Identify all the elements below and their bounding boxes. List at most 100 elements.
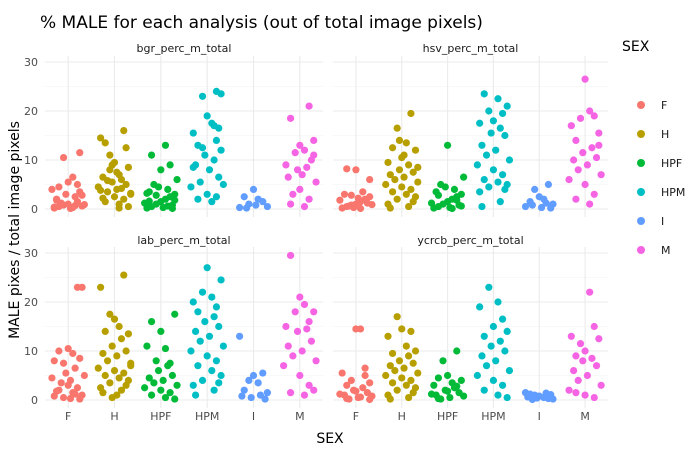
series-I xyxy=(521,389,557,404)
data-point xyxy=(579,149,587,157)
data-point xyxy=(542,199,550,207)
data-point xyxy=(485,183,493,191)
data-point xyxy=(567,122,575,130)
data-point xyxy=(356,393,365,401)
data-point xyxy=(521,202,530,211)
data-point xyxy=(590,393,598,402)
data-point xyxy=(489,322,498,331)
data-point xyxy=(147,318,156,326)
data-point xyxy=(203,112,211,120)
data-point xyxy=(293,166,302,174)
data-point xyxy=(480,90,488,98)
data-point xyxy=(414,163,422,171)
series-H xyxy=(382,313,422,403)
data-point xyxy=(407,109,415,118)
data-point xyxy=(120,369,128,377)
data-point xyxy=(338,369,346,377)
data-point xyxy=(505,156,514,164)
data-point xyxy=(164,185,172,193)
data-point xyxy=(284,173,292,181)
data-point xyxy=(476,119,484,127)
legend-label: HPF xyxy=(661,157,682,170)
x-tick-label: F xyxy=(353,410,359,423)
data-point xyxy=(494,391,502,399)
data-point xyxy=(354,194,362,202)
data-point xyxy=(305,381,313,389)
data-point xyxy=(402,139,410,147)
data-point xyxy=(291,149,299,157)
data-point xyxy=(356,204,365,213)
data-point xyxy=(343,381,351,389)
data-point xyxy=(398,325,406,333)
series-HPF xyxy=(141,141,181,213)
data-point xyxy=(393,195,401,203)
legend-label: H xyxy=(661,128,669,141)
data-point xyxy=(76,395,84,403)
data-point xyxy=(201,318,209,326)
data-point xyxy=(210,313,218,321)
data-point xyxy=(460,392,468,400)
data-point xyxy=(71,193,79,201)
data-point xyxy=(414,178,422,186)
data-point xyxy=(141,384,149,392)
data-point xyxy=(52,196,61,204)
data-point xyxy=(99,349,107,358)
data-point xyxy=(501,347,509,355)
data-point xyxy=(537,203,546,212)
data-point xyxy=(198,376,207,384)
data-point xyxy=(166,389,174,397)
data-point xyxy=(286,389,295,397)
data-point xyxy=(586,200,594,208)
data-point xyxy=(583,161,591,169)
data-point xyxy=(434,191,443,199)
data-point xyxy=(382,180,390,189)
data-point xyxy=(312,357,320,365)
data-point xyxy=(489,376,498,384)
series-H xyxy=(382,109,422,212)
series-HPF xyxy=(141,310,181,403)
data-point xyxy=(583,371,591,380)
data-point xyxy=(64,344,72,353)
data-point xyxy=(296,141,304,149)
series-F xyxy=(48,283,88,403)
data-point xyxy=(64,178,72,186)
data-point xyxy=(305,318,313,326)
data-point xyxy=(595,335,603,343)
data-point xyxy=(384,332,392,340)
data-point xyxy=(352,387,360,395)
data-point xyxy=(395,136,404,144)
data-point xyxy=(409,198,417,206)
data-point xyxy=(310,136,318,144)
data-point xyxy=(147,391,156,399)
data-point xyxy=(143,342,151,350)
data-point xyxy=(240,386,248,394)
data-point xyxy=(307,337,316,345)
data-point xyxy=(489,166,498,174)
data-point xyxy=(145,374,153,382)
data-point xyxy=(586,107,594,115)
data-point xyxy=(124,202,132,211)
data-point xyxy=(210,122,218,130)
data-point xyxy=(437,180,445,189)
data-point xyxy=(503,102,511,110)
data-point xyxy=(298,347,306,355)
data-point xyxy=(368,200,376,209)
legend-key-I xyxy=(637,217,645,225)
data-point xyxy=(592,153,601,162)
data-point xyxy=(55,347,63,355)
data-point xyxy=(439,357,447,365)
data-point xyxy=(115,322,123,331)
series-F xyxy=(336,165,376,213)
x-tick-label: F xyxy=(65,410,71,423)
data-point xyxy=(52,387,61,395)
data-point xyxy=(171,310,179,318)
data-point xyxy=(498,315,507,323)
data-point xyxy=(59,153,68,162)
facet-panel-bgr_perc_m_total: bgr_perc_m_total 0 10 20 30 xyxy=(24,42,323,217)
x-tick-label: I xyxy=(252,410,255,423)
data-point xyxy=(99,194,107,202)
data-point xyxy=(448,204,456,213)
legend-label: F xyxy=(661,99,667,112)
data-point xyxy=(300,202,309,211)
series-HPM xyxy=(473,90,514,211)
